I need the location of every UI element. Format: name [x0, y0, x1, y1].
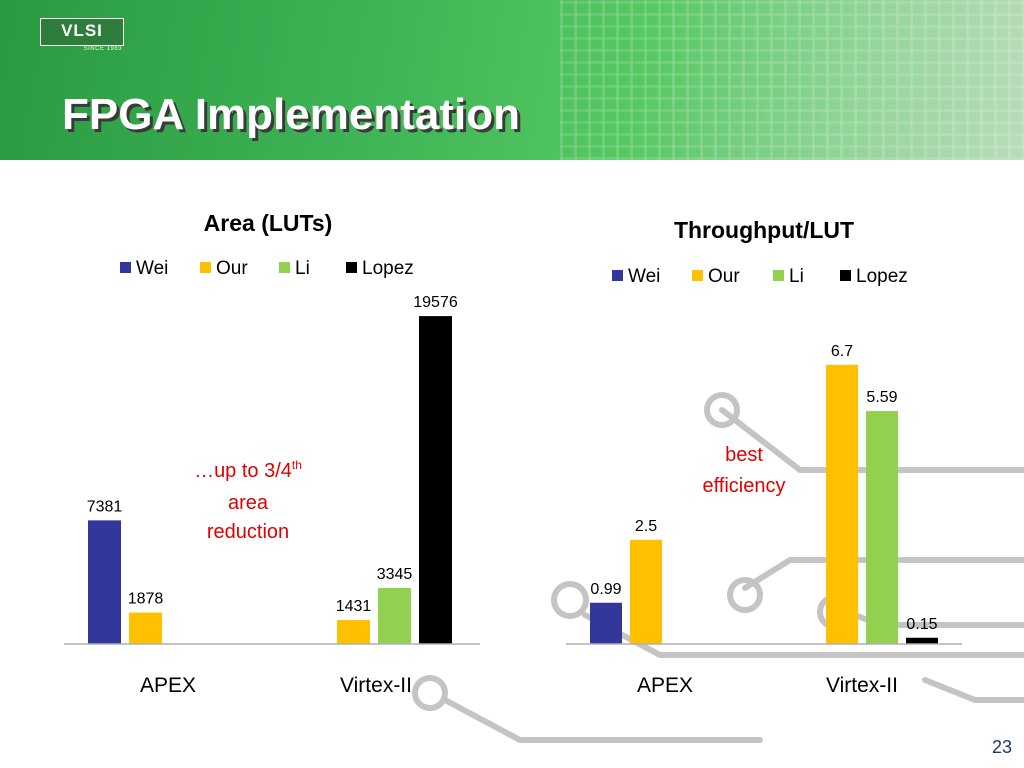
throughput-bar-label-wei-apex: 0.99	[590, 581, 621, 598]
throughput-bar-wei-apex	[590, 602, 622, 644]
vlsi-logo: VLSI	[40, 18, 124, 46]
area-legend-label-our: Our	[216, 258, 248, 279]
area-annotation-line3: reduction	[207, 521, 289, 543]
area-legend-label-wei: Wei	[136, 258, 168, 279]
throughput-bar-our-apex	[630, 539, 662, 644]
area-bar-lopez-virtex-ii	[419, 316, 452, 644]
throughput-legend-swatch-wei	[612, 270, 623, 281]
slide-header: VLSI SINCE 1983 FPGA Implementation	[0, 0, 1024, 160]
throughput-annotation: best efficiency	[702, 444, 785, 497]
page-number: 23	[991, 737, 1012, 757]
area-x-label-apex: APEX	[140, 674, 196, 697]
area-legend-swatch-lopez	[346, 262, 357, 273]
area-x-label-virtex: Virtex-II	[340, 674, 412, 697]
throughput-bar-label-lopez-virtex-ii: 0.15	[906, 616, 937, 633]
throughput-legend-label-li: Li	[789, 266, 804, 287]
area-legend-label-lopez: Lopez	[362, 258, 414, 279]
throughput-legend-label-our: Our	[708, 266, 740, 287]
throughput-annotation-line2: efficiency	[702, 475, 785, 497]
throughput-legend: Wei Our Li Lopez	[612, 266, 908, 287]
area-legend-swatch-wei	[120, 262, 131, 273]
area-chart-title: Area (LUTs)	[204, 210, 333, 236]
area-legend-swatch-our	[200, 262, 211, 273]
area-chart: Area (LUTs) Wei Our Li Lopez 7381 1878 143…	[64, 210, 480, 697]
throughput-bars: 0.99 2.5 6.7 5.59 0.15	[590, 343, 938, 644]
header-circuit-pattern	[560, 0, 1024, 160]
throughput-chart-title: Throughput/LUT	[674, 217, 854, 243]
throughput-x-label-virtex: Virtex-II	[826, 674, 898, 697]
throughput-legend-swatch-lopez	[840, 270, 851, 281]
area-bar-label-lopez-virtex-ii: 19576	[413, 294, 458, 311]
logo-subtext: SINCE 1983	[83, 46, 122, 52]
throughput-chart: Throughput/LUT Wei Our Li Lopez 0.99 2.5 6…	[566, 217, 962, 697]
area-bars: 7381 1878 1431 3345 19576	[87, 294, 458, 644]
area-legend-label-li: Li	[295, 258, 310, 279]
throughput-bar-lopez-virtex-ii	[906, 637, 938, 644]
area-bar-our-virtex-ii	[337, 620, 370, 644]
area-bar-label-our-virtex-ii: 1431	[336, 598, 372, 615]
area-bar-label-our-apex: 1878	[128, 591, 164, 608]
throughput-x-label-apex: APEX	[637, 674, 693, 697]
area-annotation: …up to 3/4th area reduction	[194, 458, 302, 543]
area-bar-our-apex	[129, 612, 162, 644]
logo-text: VLSI	[61, 21, 103, 40]
throughput-legend-label-lopez: Lopez	[856, 266, 908, 287]
area-annotation-line2: area	[228, 492, 269, 514]
throughput-annotation-line1: best	[725, 444, 763, 466]
throughput-bar-label-li-virtex-ii: 5.59	[866, 389, 897, 406]
area-bar-label-wei-apex: 7381	[87, 498, 123, 515]
area-bar-wei-apex	[88, 520, 121, 644]
throughput-bar-label-our-apex: 2.5	[635, 518, 657, 535]
area-bar-li-virtex-ii	[378, 587, 411, 644]
throughput-bar-li-virtex-ii	[866, 411, 898, 644]
slide-title: FPGA Implementation	[62, 90, 520, 139]
throughput-bar-label-our-virtex-ii: 6.7	[831, 343, 853, 360]
area-annotation-line1: …up to 3/4th	[194, 458, 302, 482]
area-legend: Wei Our Li Lopez	[120, 258, 414, 279]
area-bar-label-li-virtex-ii: 3345	[377, 566, 413, 583]
throughput-legend-swatch-li	[773, 270, 784, 281]
throughput-bar-our-virtex-ii	[826, 364, 858, 644]
area-legend-swatch-li	[279, 262, 290, 273]
throughput-legend-label-wei: Wei	[628, 266, 660, 287]
throughput-legend-swatch-our	[692, 270, 703, 281]
